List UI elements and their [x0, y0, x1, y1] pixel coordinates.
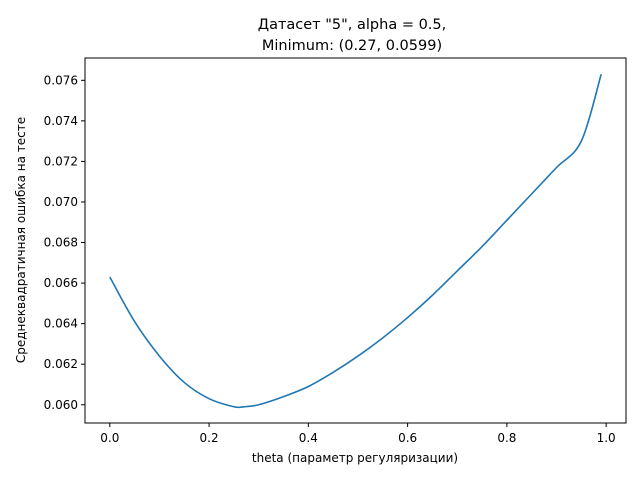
x-tick-label: 0.2 [200, 431, 219, 445]
x-tick-label: 0.0 [100, 431, 119, 445]
y-tick-label: 0.062 [44, 357, 78, 371]
y-tick-label: 0.064 [44, 317, 78, 331]
x-axis-label: theta (параметр регуляризации) [252, 451, 458, 465]
y-tick-label: 0.068 [44, 236, 78, 250]
y-tick-label: 0.066 [44, 276, 78, 290]
y-tick-label: 0.076 [44, 73, 78, 87]
axis-ticks: 0.0 0.2 0.4 0.6 0.8 1.0 0.060 0.062 0.064 0.066 0.… [44, 73, 616, 445]
y-tick-label: 0.070 [44, 195, 78, 209]
y-tick-label: 0.060 [44, 398, 78, 412]
chart-title-line1: Датасет "5", alpha = 0.5, [258, 17, 447, 33]
x-tick-label: 0.6 [398, 431, 417, 445]
y-axis-label: Среднеквадратичная ошибка на тесте [14, 117, 28, 363]
x-tick-label: 0.8 [497, 431, 516, 445]
plot-frame [84, 57, 627, 424]
y-tick-label: 0.072 [44, 154, 78, 168]
y-tick-label: 0.074 [44, 114, 78, 128]
series-line [109, 73, 602, 409]
x-tick-label: 0.4 [299, 431, 318, 445]
chart-title-line2: Minimum: (0.27, 0.0599) [262, 38, 442, 54]
x-tick-label: 1.0 [597, 431, 616, 445]
